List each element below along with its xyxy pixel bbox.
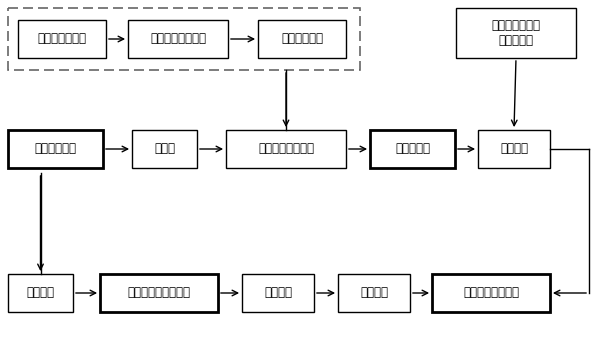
Bar [8, 274, 73, 312]
Bar [132, 130, 197, 168]
Bar [100, 274, 218, 312]
Bar [8, 8, 360, 70]
Text: 粗粉碎: 粗粉碎 [154, 142, 175, 155]
Bar [478, 130, 550, 168]
Text: 湿法剪切超细粉碎: 湿法剪切超细粉碎 [150, 33, 206, 46]
Text: 桦褐孔菌三萜粗提液: 桦褐孔菌三萜粗提液 [127, 287, 191, 300]
Bar [128, 20, 228, 58]
Bar [456, 8, 576, 58]
Bar [226, 130, 346, 168]
Text: 离心除渣: 离心除渣 [26, 287, 55, 300]
Text: 蒸汽爆破破壁: 蒸汽爆破破壁 [281, 33, 323, 46]
Text: 桦褐孔菌三萜精粉: 桦褐孔菌三萜精粉 [463, 287, 519, 300]
Text: 真空结合超声微
波协同提取: 真空结合超声微 波协同提取 [492, 19, 540, 47]
Bar [8, 130, 103, 168]
Text: 超微粉碎破壁处理: 超微粉碎破壁处理 [258, 142, 314, 155]
Text: 超低温球磨研磨: 超低温球磨研磨 [37, 33, 87, 46]
Bar [338, 274, 410, 312]
Text: 真空浓缩: 真空浓缩 [264, 287, 292, 300]
Text: 超微破壁粉: 超微破壁粉 [395, 142, 430, 155]
Bar [18, 20, 106, 58]
Text: 冷冻干燥: 冷冻干燥 [360, 287, 388, 300]
Bar [258, 20, 346, 58]
Text: 桦褐孔菌原料: 桦褐孔菌原料 [34, 142, 76, 155]
Bar [242, 274, 314, 312]
Text: 乙醇浸提: 乙醇浸提 [500, 142, 528, 155]
Bar [432, 274, 550, 312]
Bar [370, 130, 455, 168]
